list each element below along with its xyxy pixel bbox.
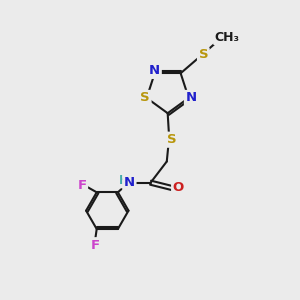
Text: S: S	[199, 49, 208, 62]
Text: N: N	[185, 92, 197, 104]
Text: CH₃: CH₃	[214, 31, 239, 44]
Text: S: S	[167, 133, 176, 146]
Text: S: S	[140, 92, 150, 104]
Text: F: F	[77, 179, 86, 192]
Text: N: N	[149, 64, 160, 77]
Text: F: F	[91, 239, 100, 252]
Text: O: O	[172, 182, 184, 194]
Text: N: N	[124, 176, 135, 189]
Text: H: H	[119, 174, 129, 187]
